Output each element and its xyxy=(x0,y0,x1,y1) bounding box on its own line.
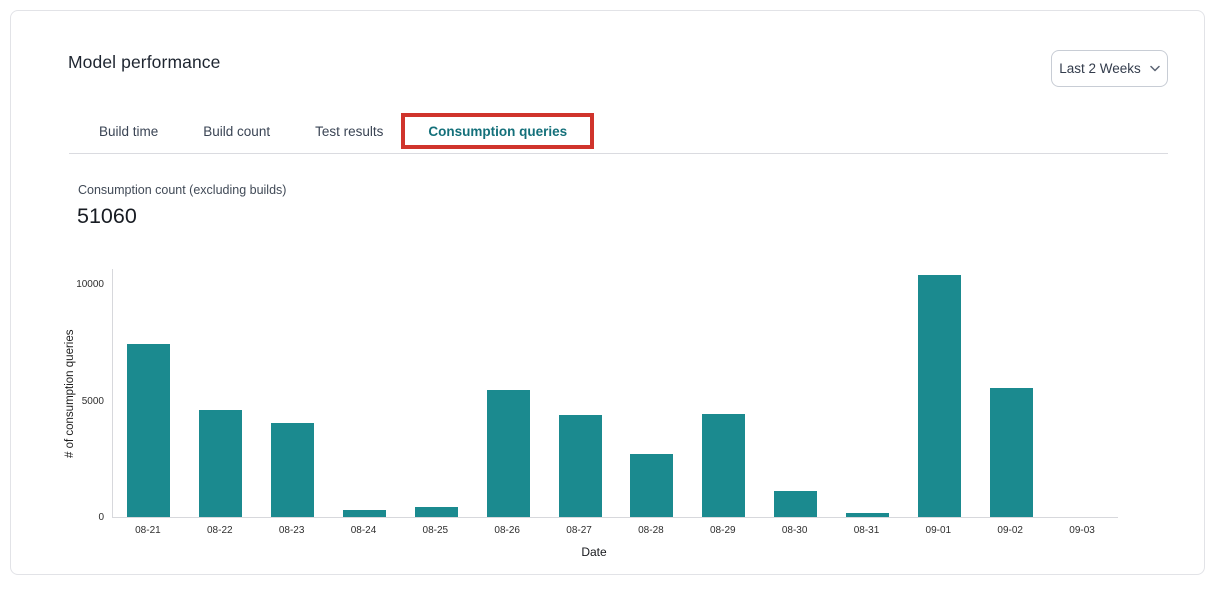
page-title: Model performance xyxy=(68,52,221,72)
chart-bar-08-28[interactable] xyxy=(630,454,674,517)
x-tick-label: 09-01 xyxy=(925,525,952,536)
y-axis-ticks: 0 5000 10000 xyxy=(49,269,104,523)
time-range-dropdown[interactable]: Last 2 Weeks xyxy=(1051,50,1168,87)
plot-area xyxy=(112,269,1118,518)
x-tick-label: 08-26 xyxy=(494,525,520,536)
metric-label: Consumption count (excluding builds) xyxy=(78,183,287,197)
x-tick-label: 08-24 xyxy=(350,525,377,536)
chart-bar-08-27[interactable] xyxy=(558,415,602,517)
x-axis-label: Date xyxy=(581,545,607,559)
chart-bar-08-31[interactable] xyxy=(846,512,889,517)
y-tick-label: 10000 xyxy=(76,279,104,291)
x-tick-label: 08-29 xyxy=(709,525,736,536)
chart-bar-08-21[interactable] xyxy=(127,344,171,517)
x-tick-label: 08-22 xyxy=(206,525,233,536)
metric-value: 51060 xyxy=(77,204,137,228)
tab-build-count[interactable]: Build count xyxy=(203,124,271,139)
chart-bar-08-29[interactable] xyxy=(702,413,746,517)
model-performance-card: Model performance Last 2 Weeks Build tim… xyxy=(10,10,1205,575)
tab-bar: Build time Build count Test results Cons… xyxy=(99,113,595,149)
chart-bar-09-02[interactable] xyxy=(989,387,1033,517)
tab-test-results[interactable]: Test results xyxy=(315,124,384,139)
time-range-value: Last 2 Weeks xyxy=(1059,61,1141,76)
x-tick-label: 09-02 xyxy=(997,525,1023,536)
chart-bar-08-23[interactable] xyxy=(271,423,315,517)
x-tick-label: 08-21 xyxy=(135,525,161,536)
chart-bar-08-24[interactable] xyxy=(343,509,386,517)
x-tick-label: 08-30 xyxy=(781,525,808,536)
y-tick-label: 5000 xyxy=(81,395,104,407)
y-tick-label: 0 xyxy=(98,512,104,523)
x-tick-label: 08-28 xyxy=(638,525,664,536)
chart-bar-09-01[interactable] xyxy=(917,274,961,517)
x-tick-label: 08-23 xyxy=(278,525,305,536)
tab-divider xyxy=(69,153,1168,154)
x-tick-label: 08-25 xyxy=(422,525,449,536)
x-axis-ticks: 08-21 08-22 08-23 08-24 08-25 08-26 08-27 08-28… xyxy=(112,525,1118,539)
x-tick-label: 08-27 xyxy=(566,525,592,536)
chart-bar-08-25[interactable] xyxy=(414,506,458,517)
x-tick-label: 09-03 xyxy=(1069,525,1095,536)
chart-bar-08-30[interactable] xyxy=(774,490,818,517)
chart-bar-08-22[interactable] xyxy=(199,410,243,517)
tab-consumption-queries-label: Consumption queries xyxy=(428,124,568,139)
chevron-down-icon xyxy=(1150,65,1160,72)
x-tick-label: 08-31 xyxy=(853,525,880,536)
chart-bar-08-26[interactable] xyxy=(486,389,530,517)
tab-consumption-queries[interactable]: Consumption queries xyxy=(401,113,595,149)
tab-build-time[interactable]: Build time xyxy=(99,124,159,139)
